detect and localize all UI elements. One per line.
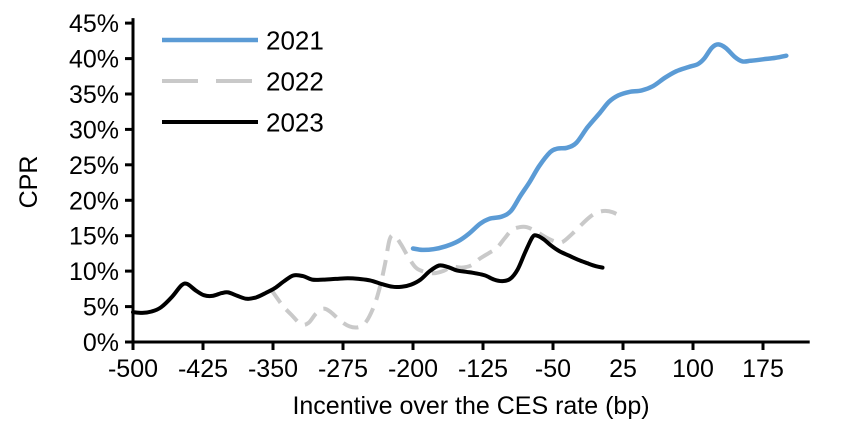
- x-tick-label: -50: [535, 355, 571, 383]
- legend-item: 2021: [162, 26, 324, 56]
- legend-label: 2023: [266, 108, 324, 138]
- y-axis-title: CPR: [15, 156, 43, 209]
- x-tick-label: -200: [388, 355, 438, 383]
- y-tick-label: 20%: [69, 187, 119, 215]
- series-line-2022: [269, 208, 624, 330]
- y-tick-label: 10%: [69, 258, 119, 286]
- axes: -500 -425 -350 -275 -200 -125 -50 25 100 175 0% 5% 1…: [69, 10, 810, 383]
- y-tick-label: 0%: [83, 329, 119, 357]
- y-tick-label: 40%: [69, 46, 119, 74]
- x-tick-label: -500: [108, 355, 158, 383]
- y-tick-label: 15%: [69, 223, 119, 251]
- x-axis-title: Incentive over the CES rate (bp): [292, 392, 649, 420]
- legend: 2021 2022 2023: [162, 26, 324, 138]
- x-tick-label: 100: [672, 355, 714, 383]
- y-tick-label: 5%: [83, 294, 119, 322]
- series-lines: [131, 42, 789, 330]
- x-tick-label: 175: [742, 355, 784, 383]
- y-tick-label: 35%: [69, 81, 119, 109]
- x-tick-label: -275: [318, 355, 368, 383]
- y-tick-label: 30%: [69, 116, 119, 144]
- series-line-2023: [131, 233, 605, 315]
- x-tick-label: -425: [178, 355, 228, 383]
- x-tick-label: -350: [248, 355, 298, 383]
- x-tick-label: -125: [458, 355, 508, 383]
- legend-label: 2022: [266, 67, 324, 97]
- y-tick-label: 25%: [69, 152, 119, 180]
- y-tick-label: 45%: [69, 10, 119, 38]
- series-line-2021: [410, 42, 789, 253]
- legend-label: 2021: [266, 26, 324, 56]
- legend-item: 2023: [162, 108, 324, 138]
- legend-item: 2022: [162, 67, 324, 97]
- x-tick-label: 25: [609, 355, 637, 383]
